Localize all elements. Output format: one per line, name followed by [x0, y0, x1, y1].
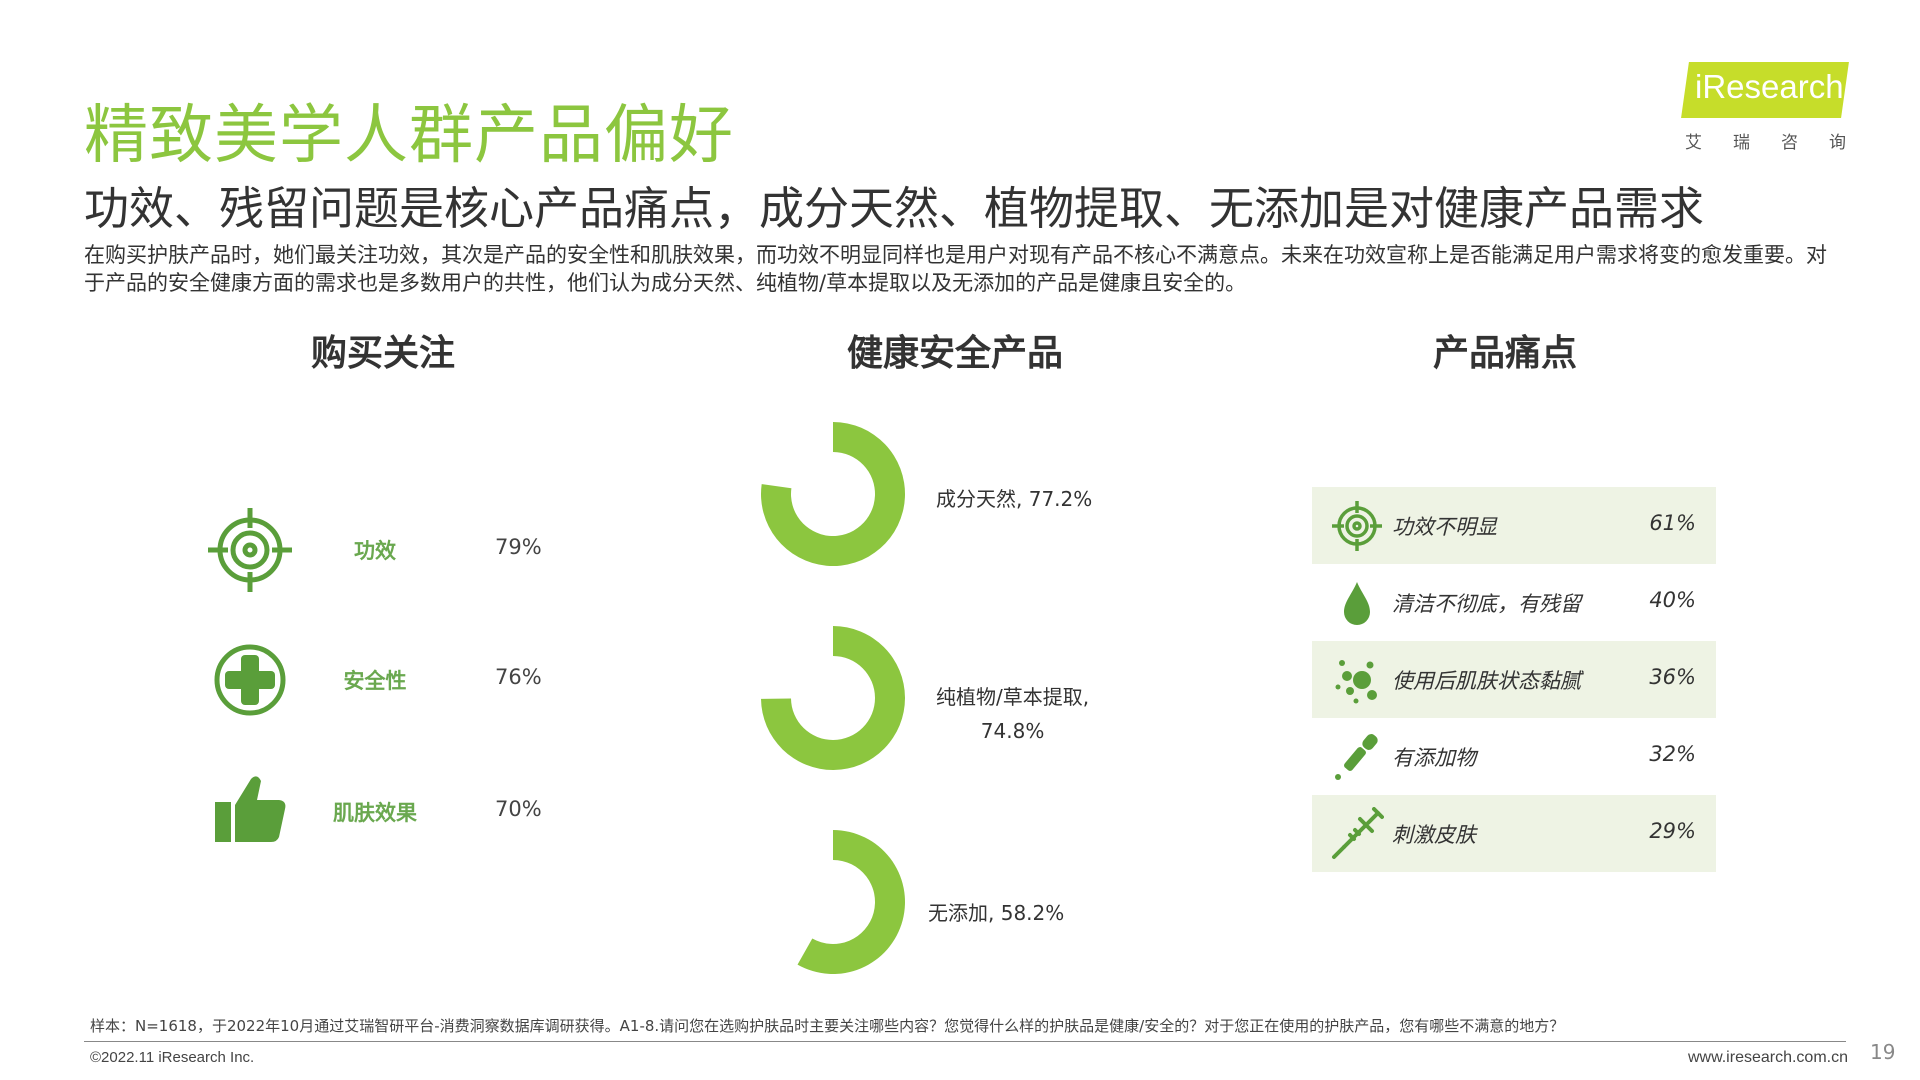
donut-plant	[761, 626, 906, 771]
pain-row: 清洁不彻底，有残留 40%	[1312, 564, 1716, 641]
buy-focus-row-efficacy: 功效 79%	[205, 505, 565, 595]
health-label-plant: 纯植物/草本提取, 74.8%	[936, 680, 1089, 748]
sample-note: 样本：N=1618，于2022年10月通过艾瑞智研平台-消费洞察数据库调研获得。…	[90, 1017, 1565, 1035]
page-description: 在购买护肤产品时，她们最关注功效，其次是产品的安全性和肌肤效果，而功效不明显同样…	[84, 243, 1827, 295]
page-subtitle: 功效、残留问题是核心产品痛点，成分天然、植物提取、无添加是对健康产品需求	[84, 182, 1705, 235]
column-title-pain: 产品痛点	[1432, 333, 1578, 374]
health-label-plant-line1: 纯植物/草本提取,	[936, 685, 1090, 709]
pain-label: 刺激皮肤	[1392, 823, 1476, 847]
health-label-natural: 成分天然, 77.2%	[936, 487, 1093, 511]
logo-text: iResearch	[1695, 68, 1844, 105]
buy-focus-value: 76%	[495, 665, 542, 689]
plus-cross-icon	[214, 644, 286, 716]
website-link[interactable]: www.iresearch.com.cn	[1687, 1049, 1848, 1066]
pain-label: 功效不明显	[1392, 515, 1497, 539]
pain-row: 有添加物 32%	[1312, 718, 1716, 795]
thumbs-up-icon	[215, 776, 286, 842]
page-title: 精致美学人群产品偏好	[84, 99, 734, 173]
pain-value: 29%	[1649, 819, 1696, 843]
pain-row: 功效不明显 61%	[1312, 487, 1716, 564]
buy-focus-row-safety: 安全性 76%	[205, 635, 565, 725]
pain-row: 刺激皮肤 29%	[1312, 795, 1716, 872]
buy-focus-label: 功效	[354, 539, 396, 563]
buy-focus-value: 70%	[495, 797, 542, 821]
buy-focus-label: 肌肤效果	[333, 801, 417, 825]
buy-focus-row-skin-effect: 肌肤效果 70%	[205, 767, 565, 857]
pain-value: 40%	[1649, 588, 1696, 612]
pain-points-table: 功效不明显 61% 清洁不彻底，有残留 40%	[1312, 487, 1716, 872]
syringe-icon	[1332, 807, 1384, 859]
page-number: 19	[1870, 1040, 1896, 1064]
target-icon	[208, 508, 292, 592]
donut-natural	[761, 422, 906, 567]
bubbles-icon	[1335, 660, 1377, 704]
health-label-plant-line2: 74.8%	[980, 719, 1045, 743]
buy-focus-label: 安全性	[343, 669, 407, 693]
pain-value: 32%	[1649, 742, 1696, 766]
pain-label: 有添加物	[1392, 746, 1476, 770]
pain-label: 使用后肌肤状态黏腻	[1392, 669, 1581, 693]
buy-focus-value: 79%	[495, 535, 542, 559]
dropper-icon	[1335, 734, 1378, 780]
donut-no-additive	[797, 830, 905, 974]
pain-value: 61%	[1649, 511, 1696, 535]
column-title-buy-focus: 购买关注	[310, 333, 456, 374]
pain-label: 清洁不彻底，有残留	[1392, 592, 1581, 616]
pain-value: 36%	[1649, 665, 1696, 689]
droplet-icon	[1344, 582, 1370, 625]
target-icon	[1332, 501, 1382, 551]
copyright: ©2022.11 iResearch Inc.	[90, 1049, 255, 1066]
column-title-health: 健康安全产品	[846, 333, 1064, 374]
logo-chinese-text: 艾瑞咨询	[1685, 133, 1877, 153]
footer-divider	[84, 1041, 1846, 1042]
iresearch-logo: iResearch 艾瑞咨询	[1681, 62, 1877, 153]
pain-row: 使用后肌肤状态黏腻 36%	[1312, 641, 1716, 718]
health-label-no-additive: 无添加, 58.2%	[928, 901, 1065, 925]
